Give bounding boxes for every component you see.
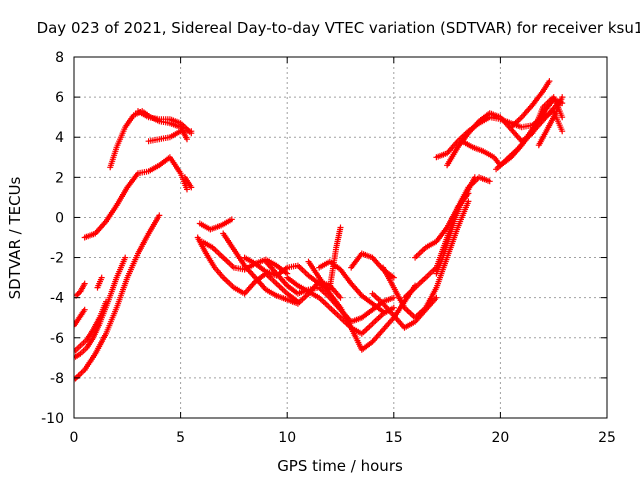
- x-axis-label: GPS time / hours: [277, 457, 403, 475]
- y-tick-label: 0: [55, 210, 64, 226]
- series-markers: [81, 154, 190, 241]
- data-series-arc-32: [508, 78, 553, 131]
- axis-ticks: [73, 56, 608, 419]
- data-series-arc-10: [135, 108, 195, 137]
- data-series-arc-4: [74, 306, 88, 329]
- x-tick-label: 0: [70, 430, 79, 446]
- plot-frame: [73, 56, 608, 419]
- series-markers: [535, 94, 566, 149]
- series-markers: [74, 280, 88, 299]
- y-axis-tick-labels: -10 -8 -6 -4 -2 0 2 4 6 8: [41, 50, 64, 427]
- series-markers: [196, 216, 235, 233]
- x-tick-label: 5: [176, 430, 185, 446]
- y-tick-label: -2: [50, 251, 64, 267]
- series-markers: [433, 174, 478, 277]
- data-series-arc-27: [433, 174, 478, 277]
- data-series-arc-19: [284, 274, 397, 337]
- y-tick-label: -8: [50, 371, 64, 387]
- series-markers: [493, 98, 564, 173]
- series-markers: [94, 274, 105, 291]
- x-tick-label: 20: [491, 430, 509, 446]
- x-tick-label: 10: [278, 430, 296, 446]
- data-series-arc-21: [326, 224, 344, 291]
- y-tick-label: 2: [55, 170, 64, 186]
- y-tick-label: -6: [50, 331, 64, 347]
- series-markers: [194, 234, 301, 305]
- data-series-layer: [74, 78, 566, 383]
- data-series-arc-13: [196, 216, 235, 233]
- y-axis-label: SDTVAR / TECUs: [6, 176, 24, 299]
- data-series-arc-1: [74, 212, 163, 383]
- series-markers: [508, 78, 553, 131]
- series-markers: [181, 174, 195, 191]
- y-tick-label: 4: [55, 130, 64, 146]
- series-markers: [198, 238, 291, 277]
- data-series-arc-6: [94, 274, 105, 291]
- data-series-arc-5: [74, 280, 88, 299]
- series-markers: [284, 274, 397, 337]
- x-axis-tick-labels: 0 5 10 15 20 25: [70, 430, 616, 446]
- y-tick-label: 6: [55, 90, 64, 106]
- data-series-arc-12: [194, 234, 301, 305]
- series-markers: [326, 224, 344, 291]
- series-markers: [74, 306, 88, 329]
- x-tick-label: 15: [385, 430, 403, 446]
- series-markers: [74, 212, 163, 383]
- y-tick-label: -4: [50, 291, 64, 307]
- series-markers: [135, 108, 195, 137]
- series-markers: [74, 298, 109, 355]
- data-series-arc-24: [380, 198, 472, 321]
- x-tick-label: 25: [598, 430, 616, 446]
- chart-title: Day 023 of 2021, Sidereal Day-to-day VTE…: [37, 19, 640, 37]
- series-markers: [380, 198, 472, 321]
- data-series-arc-33: [535, 94, 566, 149]
- data-series-arc-3: [74, 298, 109, 355]
- data-series-arc-14: [198, 238, 291, 277]
- data-series-arc-11: [181, 174, 195, 191]
- data-series-arc-31: [493, 98, 564, 173]
- data-series-arc-7: [81, 154, 190, 241]
- y-tick-label: 8: [55, 50, 64, 66]
- y-tick-label: -10: [41, 411, 64, 427]
